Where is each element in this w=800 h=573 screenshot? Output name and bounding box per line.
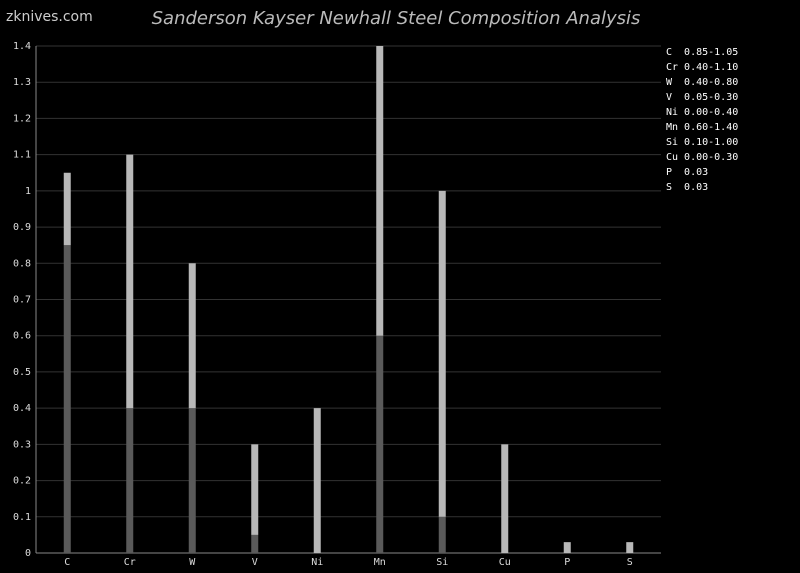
y-tick-label: 0.7 <box>13 295 31 306</box>
bar-range <box>501 444 509 553</box>
bar-lower <box>126 408 134 553</box>
legend-entry: V 0.05-0.30 <box>666 92 738 103</box>
legend-entry: C 0.85-1.05 <box>666 47 738 58</box>
bar-lower <box>251 534 259 553</box>
y-tick-label: 0.5 <box>13 367 31 378</box>
y-tick-label: 1.3 <box>13 77 31 88</box>
bar-lower <box>438 516 446 553</box>
legend-entry: Ni 0.00-0.40 <box>666 107 738 118</box>
bar-lower <box>188 408 196 553</box>
y-tick-label: 0.9 <box>13 222 31 233</box>
bar-range <box>376 46 384 336</box>
legend-entry: Cr 0.40-1.10 <box>666 62 738 73</box>
legend-entry: P 0.03 <box>666 167 708 178</box>
y-tick-label: 1.1 <box>13 150 31 161</box>
bar-range <box>63 172 71 246</box>
bar-lower <box>63 245 71 553</box>
y-tick-label: 0.4 <box>13 403 31 414</box>
y-tick-label: 0.8 <box>13 258 31 269</box>
legend-entry: Cu 0.00-0.30 <box>666 152 738 163</box>
x-tick-label: Cu <box>499 557 511 568</box>
x-tick-label: Ni <box>311 557 323 568</box>
x-tick-label: W <box>189 557 196 568</box>
x-tick-label: Mn <box>374 557 386 568</box>
watermark: zknives.com <box>6 9 93 25</box>
x-tick-label: Si <box>436 557 448 568</box>
x-tick-label: C <box>64 557 70 568</box>
x-tick-label: P <box>564 557 570 568</box>
y-tick-label: 1.2 <box>13 113 31 124</box>
legend-entry: Mn 0.60-1.40 <box>666 122 738 133</box>
x-tick-label: S <box>627 557 633 568</box>
chart-title: Sanderson Kayser Newhall Steel Compositi… <box>152 8 641 29</box>
bar <box>626 542 634 553</box>
legend-entry: W 0.40-0.80 <box>666 77 738 88</box>
y-tick-label: 0.2 <box>13 476 31 487</box>
y-tick-label: 0 <box>25 548 31 559</box>
x-tick-label: V <box>252 557 258 568</box>
x-tick-label: Cr <box>124 557 136 568</box>
legend-entry: Si 0.10-1.00 <box>666 137 738 148</box>
y-tick-label: 1 <box>25 186 31 197</box>
bar <box>563 542 571 553</box>
legend-entry: S 0.03 <box>666 182 708 193</box>
bar-range <box>438 190 446 517</box>
bar-range <box>313 408 321 553</box>
bar-range <box>188 263 196 409</box>
y-tick-label: 1.4 <box>13 41 31 52</box>
bar-lower <box>376 335 384 553</box>
y-tick-label: 0.1 <box>13 512 31 523</box>
y-tick-label: 0.3 <box>13 439 31 450</box>
bar-range <box>126 154 134 409</box>
bar-range <box>251 444 259 535</box>
y-tick-label: 0.6 <box>13 331 31 342</box>
